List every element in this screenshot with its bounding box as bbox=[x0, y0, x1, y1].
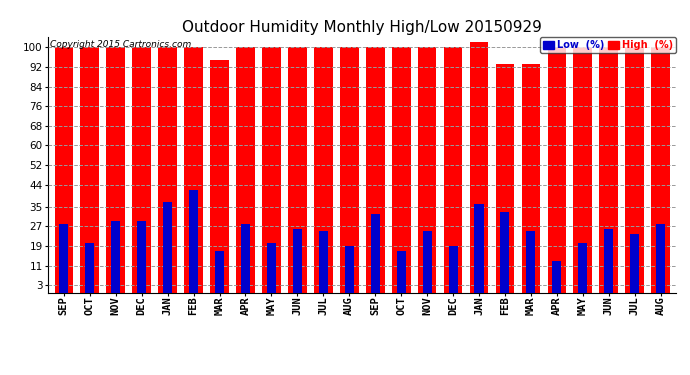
Bar bbox=[345, 246, 354, 292]
Bar bbox=[81, 47, 99, 292]
Bar bbox=[397, 251, 406, 292]
Bar bbox=[625, 47, 644, 292]
Bar bbox=[59, 224, 68, 292]
Bar bbox=[470, 42, 489, 292]
Bar bbox=[371, 214, 380, 292]
Bar bbox=[448, 246, 457, 292]
Bar bbox=[475, 204, 484, 292]
Bar bbox=[366, 47, 384, 292]
Bar bbox=[189, 189, 198, 292]
Bar bbox=[319, 231, 328, 292]
Bar bbox=[293, 229, 302, 292]
Bar bbox=[444, 47, 462, 292]
Bar bbox=[422, 231, 432, 292]
Bar bbox=[630, 234, 639, 292]
Bar bbox=[267, 243, 276, 292]
Bar bbox=[417, 47, 437, 292]
Bar bbox=[651, 47, 670, 292]
Bar bbox=[55, 47, 73, 292]
Bar bbox=[600, 47, 618, 292]
Bar bbox=[210, 60, 229, 292]
Legend: Low  (%), High  (%): Low (%), High (%) bbox=[540, 38, 676, 53]
Bar bbox=[656, 224, 665, 292]
Bar bbox=[547, 47, 566, 292]
Bar bbox=[392, 47, 411, 292]
Bar bbox=[495, 64, 514, 292]
Title: Outdoor Humidity Monthly High/Low 20150929: Outdoor Humidity Monthly High/Low 201509… bbox=[182, 20, 542, 35]
Bar bbox=[137, 221, 146, 292]
Bar bbox=[158, 47, 177, 292]
Bar bbox=[132, 47, 151, 292]
Bar bbox=[314, 47, 333, 292]
Bar bbox=[262, 47, 281, 292]
Bar bbox=[184, 47, 203, 292]
Bar bbox=[573, 47, 592, 292]
Text: Copyright 2015 Cartronics.com: Copyright 2015 Cartronics.com bbox=[50, 40, 191, 49]
Bar bbox=[500, 211, 509, 292]
Bar bbox=[288, 47, 307, 292]
Bar bbox=[578, 243, 587, 292]
Bar bbox=[163, 202, 172, 292]
Bar bbox=[111, 221, 120, 292]
Bar bbox=[522, 64, 540, 292]
Bar bbox=[106, 47, 125, 292]
Bar bbox=[241, 224, 250, 292]
Bar bbox=[604, 229, 613, 292]
Bar bbox=[526, 231, 535, 292]
Bar bbox=[236, 47, 255, 292]
Bar bbox=[215, 251, 224, 292]
Bar bbox=[86, 243, 95, 292]
Bar bbox=[552, 261, 562, 292]
Bar bbox=[340, 47, 359, 292]
